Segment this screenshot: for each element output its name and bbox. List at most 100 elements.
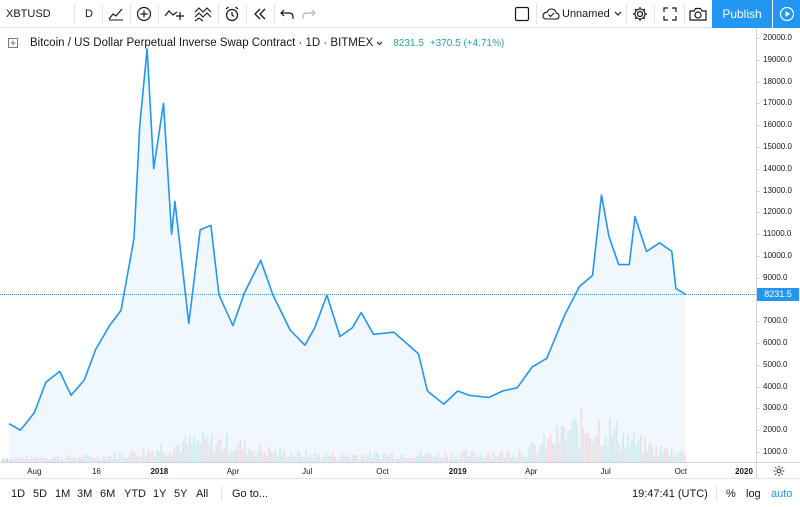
play-icon[interactable] bbox=[772, 0, 800, 28]
toolbar-divider bbox=[536, 4, 537, 24]
interval-button[interactable]: D bbox=[85, 8, 93, 20]
range-3m[interactable]: 3M bbox=[77, 487, 93, 500]
layout-icon[interactable] bbox=[510, 0, 534, 28]
toolbar-divider bbox=[626, 4, 627, 24]
price-scale-label: 5000.0 bbox=[763, 359, 788, 369]
log-toggle[interactable]: log bbox=[746, 487, 761, 500]
toolbar-divider bbox=[654, 4, 655, 24]
price-scale-label: 9000.0 bbox=[763, 272, 788, 282]
time-scale-label: Apr bbox=[525, 467, 538, 476]
price-area-fill bbox=[9, 48, 686, 462]
price-scale-tick bbox=[757, 168, 760, 170]
fullscreen-icon[interactable] bbox=[658, 0, 682, 28]
time-scale-label: Oct bbox=[674, 467, 688, 476]
layout-name[interactable]: Unnamed bbox=[562, 8, 610, 20]
price-scale-tick bbox=[757, 321, 760, 323]
replay-icon[interactable] bbox=[248, 0, 272, 28]
toolbar-divider bbox=[684, 4, 685, 24]
time-scale-label: 16 bbox=[91, 467, 101, 476]
price-scale-tick bbox=[757, 408, 760, 410]
price-scale-label: 10000.0 bbox=[763, 250, 792, 260]
percent-toggle[interactable]: % bbox=[726, 487, 736, 500]
price-scale-label: 16000.0 bbox=[763, 120, 792, 130]
time-scale-label: Jul bbox=[600, 467, 611, 476]
bar-style-icon[interactable] bbox=[104, 0, 128, 28]
cloud-icon bbox=[540, 0, 562, 28]
top-toolbar: XBTUSD D Unnamed bbox=[0, 0, 800, 28]
price-scale-label: 18000.0 bbox=[763, 76, 792, 86]
range-5y[interactable]: 5Y bbox=[174, 487, 188, 500]
price-scale-tick bbox=[757, 343, 760, 345]
publish-button[interactable]: Publish bbox=[712, 0, 772, 28]
range-ytd[interactable]: YTD bbox=[124, 487, 146, 500]
undo-icon[interactable] bbox=[276, 0, 298, 28]
range-6m[interactable]: 6M bbox=[100, 487, 116, 500]
price-scale-tick bbox=[757, 234, 760, 236]
price-chart[interactable] bbox=[0, 28, 756, 462]
price-scale-label: 11000.0 bbox=[763, 229, 792, 239]
range-1d[interactable]: 1D bbox=[11, 487, 26, 500]
price-scale-label: 6000.0 bbox=[763, 338, 788, 348]
price-scale-tick bbox=[757, 277, 760, 279]
range-all[interactable]: All bbox=[196, 487, 209, 500]
volume-bar bbox=[6, 458, 8, 462]
price-scale-tick bbox=[757, 452, 760, 453]
time-scale-label: Jul bbox=[302, 467, 313, 476]
goto-date-button[interactable]: Go to... bbox=[232, 487, 269, 500]
time-scale[interactable]: Aug 16 2018 Apr Jul Oct 2019 Apr Jul Oct 2020 bbox=[0, 462, 756, 478]
chevron-down-icon[interactable] bbox=[612, 0, 624, 28]
volume-bar bbox=[4, 459, 6, 462]
clock[interactable]: 19:47:41 (UTC) bbox=[632, 487, 708, 500]
price-scale-label: 4000.0 bbox=[763, 381, 788, 391]
time-scale-label: Oct bbox=[376, 467, 389, 476]
redo-icon[interactable] bbox=[298, 0, 320, 28]
price-scale[interactable]: 20000.0 19000.0 18000.0 17000.0 16000.0 15000… bbox=[756, 28, 800, 462]
expand-legend-icon[interactable] bbox=[8, 38, 18, 48]
price-scale-tick bbox=[757, 81, 760, 83]
price-scale-tick bbox=[757, 190, 760, 192]
alert-icon[interactable] bbox=[220, 0, 244, 28]
symbol-search-button[interactable]: XBTUSD bbox=[6, 8, 51, 20]
toolbar-divider bbox=[158, 4, 159, 24]
price-scale-tick bbox=[757, 364, 760, 366]
price-scale-label: 17000.0 bbox=[763, 98, 792, 108]
price-scale-tick bbox=[757, 430, 760, 432]
time-scale-label: 2019 bbox=[448, 467, 467, 476]
toolbar-divider bbox=[274, 4, 275, 24]
price-line bbox=[8, 48, 687, 431]
toolbar-divider bbox=[218, 4, 219, 24]
price-scale-tick bbox=[757, 125, 760, 127]
bottombar-divider bbox=[716, 486, 717, 501]
chart-legend: Bitcoin / US Dollar Perpetual Inverse Sw… bbox=[8, 34, 504, 52]
toolbar-divider bbox=[102, 4, 103, 24]
price-scale-label: 2000.0 bbox=[763, 425, 788, 435]
price-scale-label: 15000.0 bbox=[763, 141, 792, 151]
price-scale-label: 1000.0 bbox=[763, 447, 788, 456]
bottombar-divider bbox=[221, 486, 222, 501]
settings-icon[interactable] bbox=[628, 0, 652, 28]
price-scale-label: 14000.0 bbox=[763, 163, 792, 173]
price-scale-label: 20000.0 bbox=[763, 33, 792, 42]
last-price-value: 8231.5 bbox=[393, 37, 424, 49]
symbol-title[interactable]: Bitcoin / US Dollar Perpetual Inverse Sw… bbox=[30, 37, 374, 49]
camera-icon[interactable] bbox=[686, 0, 710, 28]
indicators-icon[interactable] bbox=[190, 0, 216, 28]
price-change-value: +370.5 (+4.71%) bbox=[429, 37, 505, 49]
add-indicator-icon[interactable] bbox=[132, 0, 156, 28]
range-1m[interactable]: 1M bbox=[55, 487, 71, 500]
price-scale-tick bbox=[757, 386, 760, 388]
price-scale-label: 7000.0 bbox=[763, 316, 788, 326]
price-scale-tick bbox=[757, 146, 760, 148]
volume-bar bbox=[2, 458, 4, 462]
price-scale-tick bbox=[757, 59, 760, 61]
range-5d[interactable]: 5D bbox=[33, 487, 48, 500]
price-scale-label: 19000.0 bbox=[763, 54, 792, 64]
auto-toggle[interactable]: auto bbox=[771, 487, 793, 500]
toolbar-divider bbox=[246, 4, 247, 24]
toolbar-divider bbox=[74, 4, 75, 24]
chevron-down-icon[interactable] bbox=[376, 41, 383, 46]
compare-icon[interactable] bbox=[160, 0, 188, 28]
scale-settings-icon[interactable] bbox=[756, 462, 800, 478]
price-scale-tick bbox=[757, 255, 760, 257]
range-1y[interactable]: 1Y bbox=[153, 487, 167, 500]
